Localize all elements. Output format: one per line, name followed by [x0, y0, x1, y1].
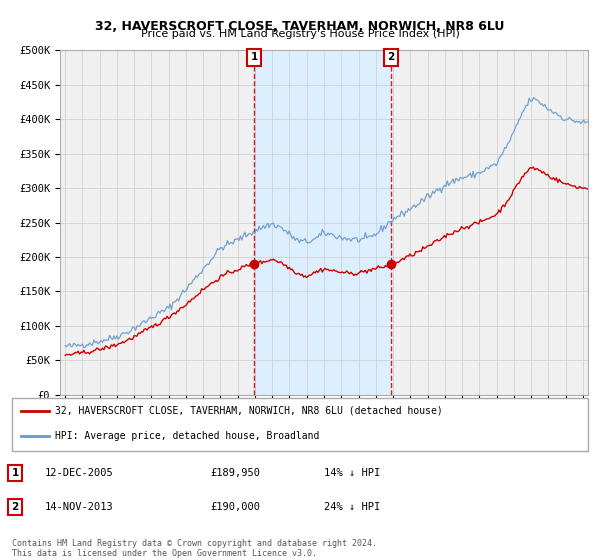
Text: 12-DEC-2005: 12-DEC-2005: [45, 468, 114, 478]
Text: £190,000: £190,000: [210, 502, 260, 512]
Text: 24% ↓ HPI: 24% ↓ HPI: [324, 502, 380, 512]
Text: 14% ↓ HPI: 14% ↓ HPI: [324, 468, 380, 478]
Text: 32, HAVERSCROFT CLOSE, TAVERHAM, NORWICH, NR8 6LU: 32, HAVERSCROFT CLOSE, TAVERHAM, NORWICH…: [95, 20, 505, 32]
Text: 32, HAVERSCROFT CLOSE, TAVERHAM, NORWICH, NR8 6LU (detached house): 32, HAVERSCROFT CLOSE, TAVERHAM, NORWICH…: [55, 406, 443, 416]
Text: 2: 2: [11, 502, 19, 512]
Text: Price paid vs. HM Land Registry's House Price Index (HPI): Price paid vs. HM Land Registry's House …: [140, 29, 460, 39]
Text: Contains HM Land Registry data © Crown copyright and database right 2024.
This d: Contains HM Land Registry data © Crown c…: [12, 539, 377, 558]
Text: HPI: Average price, detached house, Broadland: HPI: Average price, detached house, Broa…: [55, 431, 320, 441]
FancyBboxPatch shape: [12, 398, 588, 451]
Text: 2: 2: [387, 52, 394, 62]
Text: 1: 1: [250, 52, 258, 62]
Text: 14-NOV-2013: 14-NOV-2013: [45, 502, 114, 512]
Text: £189,950: £189,950: [210, 468, 260, 478]
Bar: [254, 50, 391, 395]
Text: 1: 1: [11, 468, 19, 478]
